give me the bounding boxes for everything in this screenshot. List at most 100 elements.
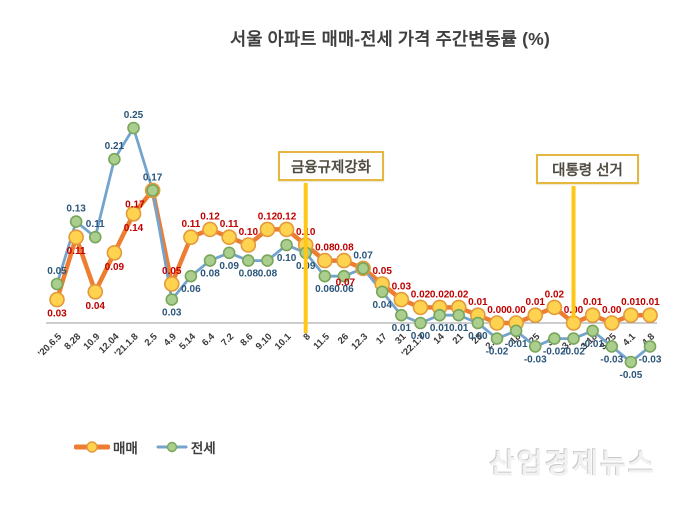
- data-point-marker-매매: [87, 283, 104, 300]
- data-label-매매: 0.00: [506, 305, 526, 316]
- data-label-전세: -0.03: [639, 354, 662, 365]
- data-point-marker-전세: [490, 332, 504, 345]
- data-point-marker-전세: [567, 332, 580, 345]
- data-label-매매: 0.08: [334, 243, 354, 254]
- data-label-전세: 0.08: [200, 269, 220, 280]
- x-axis-label: 10.1: [273, 331, 294, 352]
- data-point-marker-전세: [356, 262, 370, 275]
- data-point-marker-매매: [317, 252, 333, 269]
- data-point-marker-매매: [125, 206, 142, 222]
- data-label-매매: 0.01: [526, 297, 546, 308]
- data-label-전세: 0.04: [372, 300, 392, 311]
- data-label-전세: -0.02: [543, 347, 566, 358]
- data-label-매매: 0.17: [125, 199, 145, 210]
- data-label-매매: 0.10: [239, 227, 259, 238]
- data-point-marker-매매: [221, 229, 237, 245]
- data-point-marker-전세: [261, 254, 274, 267]
- data-point-marker-매매: [183, 229, 199, 245]
- data-point-marker-매매: [240, 237, 257, 253]
- x-axis-label: 2.5: [143, 331, 161, 349]
- data-point-marker-전세: [528, 340, 542, 353]
- data-label-전세: -0.02: [562, 347, 585, 358]
- legend-label-jeonse: 전세: [190, 441, 216, 456]
- data-label-전세: 0.01: [449, 323, 469, 334]
- data-label-전세: 0.01: [392, 323, 412, 334]
- data-label-전세: 0.07: [353, 250, 373, 261]
- data-point-marker-매매: [489, 315, 505, 331]
- data-label-전세: 0.03: [162, 308, 182, 319]
- annotation-box-financial-regulation: 금융규제강화: [278, 151, 384, 181]
- data-point-marker-매매: [68, 229, 84, 245]
- data-point-marker-매매: [278, 221, 295, 238]
- data-label-전세: 0.06: [181, 284, 201, 295]
- data-point-marker-매매: [259, 221, 276, 238]
- annotation-label: 금융규제강화: [290, 159, 372, 176]
- legend-item-maemae: 매매: [74, 437, 138, 457]
- x-axis-label: 8: [301, 331, 313, 343]
- data-point-marker-전세: [127, 121, 140, 135]
- data-label-전세: -0.03: [600, 354, 623, 365]
- data-label-전세: -0.01: [581, 339, 604, 350]
- data-point-marker-매매: [642, 307, 658, 324]
- data-label-전세: 0.13: [66, 204, 86, 215]
- x-axis-label: 11.5: [311, 331, 332, 352]
- x-axis-label: 8.28: [62, 331, 83, 352]
- data-point-marker-전세: [242, 254, 255, 267]
- annotation-label: 대통령 선거: [552, 162, 623, 179]
- data-label-매매: 0.07: [336, 277, 356, 288]
- data-point-marker-전세: [471, 316, 485, 330]
- data-point-marker-전세: [203, 254, 217, 267]
- data-point-marker-전세: [88, 230, 102, 244]
- data-point-marker-전세: [624, 355, 638, 369]
- data-label-전세: 0.10: [277, 253, 297, 264]
- data-point-marker-매매: [49, 291, 65, 308]
- data-point-marker-매매: [584, 307, 601, 324]
- data-label-전세: 0.11: [86, 219, 105, 230]
- legend: 매매 전세: [74, 437, 216, 457]
- data-label-매매: 0.12: [258, 211, 278, 222]
- data-label-매매: 0.12: [200, 211, 220, 222]
- x-axis-label: 6.4: [200, 331, 218, 349]
- data-label-매매: 0.01: [468, 297, 488, 308]
- data-label-전세: 0.21: [105, 141, 125, 152]
- x-axis-label: 9.10: [254, 331, 275, 352]
- data-point-marker-매매: [412, 299, 429, 316]
- data-point-marker-전세: [50, 277, 64, 291]
- data-point-marker-매매: [546, 299, 563, 316]
- data-label-매매: 0.00: [602, 305, 622, 316]
- data-point-marker-매매: [336, 252, 352, 269]
- data-label-전세: -0.05: [620, 370, 643, 381]
- data-label-전세: 0.06: [315, 284, 335, 295]
- x-axis-label: '20.6.5: [36, 331, 65, 360]
- data-point-marker-전세: [108, 152, 121, 166]
- data-label-전세: 0.09: [219, 261, 239, 272]
- data-label-전세: 0.00: [468, 331, 488, 342]
- x-axis-label: 17: [374, 331, 389, 346]
- data-label-전세: 0.25: [124, 110, 144, 121]
- data-label-전세: 0.17: [143, 172, 163, 183]
- data-point-marker-매매: [623, 307, 639, 324]
- legend-item-jeonse: 전세: [156, 437, 216, 457]
- data-point-marker-매매: [527, 307, 544, 324]
- data-point-marker-전세: [280, 238, 293, 252]
- data-label-전세: -0.01: [505, 339, 528, 350]
- data-label-매매: 0.11: [220, 219, 239, 230]
- x-axis-label: 5.14: [177, 331, 198, 352]
- data-point-marker-전세: [69, 215, 83, 228]
- data-label-전세: -0.03: [524, 354, 547, 365]
- data-label-매매: 0.01: [640, 297, 660, 308]
- data-point-marker-전세: [509, 324, 523, 338]
- data-label-전세: 0.08: [239, 269, 259, 280]
- data-point-marker-전세: [318, 269, 332, 283]
- data-point-marker-전세: [548, 332, 561, 345]
- watermark: 산업경제뉴스: [489, 448, 656, 479]
- x-axis-label: 4.9: [162, 331, 179, 348]
- data-label-매매: 0.00: [487, 305, 507, 316]
- data-point-marker-전세: [165, 293, 179, 306]
- data-label-전세: 0.05: [47, 266, 67, 277]
- data-point-marker-전세: [375, 285, 389, 299]
- data-label-매매: 0.03: [392, 282, 412, 293]
- data-point-marker-전세: [395, 308, 408, 322]
